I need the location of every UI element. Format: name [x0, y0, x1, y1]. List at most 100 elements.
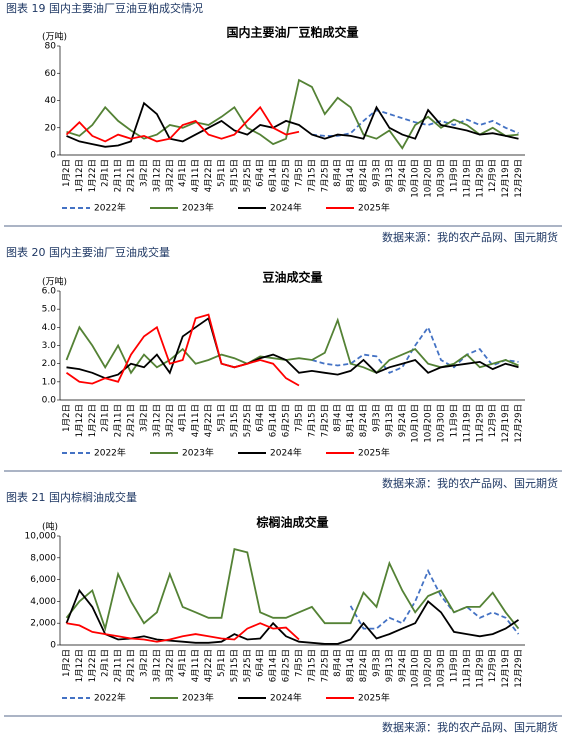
x-tick-label: 6月25日 [282, 649, 292, 682]
x-tick-label: 2月21日 [127, 404, 137, 437]
x-tick-label: 7月5日 [294, 649, 304, 677]
x-tick-label: 9月24日 [398, 159, 408, 192]
legend-label: 2023年 [182, 202, 214, 214]
x-tick-label: 10月30日 [437, 649, 447, 688]
x-tick-label: 10月30日 [437, 404, 447, 443]
x-tick-label: 11月29日 [475, 159, 485, 198]
x-tick-label: 9月24日 [398, 649, 408, 682]
x-tick-label: 8月24日 [359, 649, 369, 682]
series-line [65, 105, 300, 143]
y-tick-label: 60 [45, 69, 57, 79]
legend-label: 2022年 [94, 692, 126, 704]
x-tick-label: 8月4日 [333, 159, 343, 187]
x-tick-label: 3月12日 [152, 404, 162, 437]
x-tick-label: 11月19日 [462, 404, 472, 443]
y-tick-label: 3.0 [42, 341, 57, 351]
x-tick-label: 3月12日 [152, 159, 162, 192]
series-line [66, 78, 519, 150]
x-tick-label: 4月1日 [178, 649, 188, 677]
x-tick-label: 2月1日 [101, 649, 111, 677]
x-tick-label: 1月2日 [62, 159, 72, 187]
figure-heading: 图表 19 国内主要油厂豆油豆粕成交情况 [6, 1, 203, 15]
x-tick-label: 2月11日 [114, 404, 124, 437]
y-tick-label: 20 [45, 123, 57, 133]
x-tick-label: 11月19日 [462, 159, 472, 198]
x-tick-label: 10月20日 [424, 404, 434, 443]
x-tick-label: 6月4日 [256, 159, 266, 187]
chart-title: 国内主要油厂豆粕成交量 [226, 25, 358, 40]
y-tick-label: 1.0 [42, 377, 57, 387]
x-tick-label: 6月25日 [282, 404, 292, 437]
x-tick-label: 4月22日 [204, 649, 214, 682]
legend-label: 2025年 [358, 692, 390, 704]
x-tick-label: 6月14日 [269, 159, 279, 192]
x-tick-label: 7月25日 [320, 404, 330, 437]
legend-label: 2022年 [94, 447, 126, 459]
y-tick-label: 0 [50, 151, 56, 161]
x-tick-label: 10月30日 [437, 159, 447, 198]
series-line [65, 547, 520, 632]
x-tick-label: 10月10日 [411, 649, 421, 688]
legend-label: 2024年 [270, 692, 302, 704]
x-tick-label: 2月11日 [114, 649, 124, 682]
x-tick-label: 4月22日 [204, 404, 214, 437]
x-tick-label: 5月15日 [230, 159, 240, 192]
x-tick-label: 12月9日 [488, 404, 498, 437]
x-tick-label: 8月14日 [346, 404, 356, 437]
x-tick-label: 8月14日 [346, 159, 356, 192]
x-tick-label: 6月14日 [269, 649, 279, 682]
source-note: 数据来源：我的农产品网、国元期货 [382, 230, 558, 244]
y-tick-label: 2.0 [42, 359, 57, 369]
x-tick-label: 7月5日 [294, 404, 304, 432]
x-tick-label: 3月2日 [139, 159, 149, 187]
x-tick-label: 5月25日 [243, 404, 253, 437]
y-tick-label: 6,000 [30, 575, 56, 585]
legend-label: 2025年 [358, 202, 390, 214]
series-line [65, 588, 520, 645]
source-note: 数据来源：我的农产品网、国元期货 [382, 720, 558, 734]
x-tick-label: 1月2日 [62, 404, 72, 432]
series-line [66, 622, 300, 643]
x-tick-label: 12月29日 [514, 159, 524, 198]
x-tick-label: 5月15日 [230, 649, 240, 682]
x-tick-label: 2月1日 [101, 159, 111, 187]
y-axis-label: (吨) [42, 521, 58, 533]
x-tick-label: 2月21日 [127, 649, 137, 682]
y-tick-label: 6.0 [42, 287, 57, 297]
x-tick-label: 7月25日 [320, 159, 330, 192]
x-tick-label: 10月20日 [424, 159, 434, 198]
series-line [66, 101, 519, 148]
x-tick-label: 12月19日 [501, 159, 511, 198]
y-tick-label: 8,000 [30, 553, 56, 563]
legend-label: 2024年 [270, 447, 302, 459]
x-tick-label: 6月4日 [256, 649, 266, 677]
figure-heading: 图表 20 国内主要油厂豆油成交量 [6, 245, 170, 259]
x-tick-label: 11月29日 [475, 649, 485, 688]
series-line [65, 313, 300, 387]
x-tick-label: 8月24日 [359, 404, 369, 437]
x-tick-label: 5月25日 [243, 159, 253, 192]
x-tick-label: 11月9日 [449, 649, 459, 682]
x-tick-label: 12月29日 [514, 649, 524, 688]
x-tick-label: 12月9日 [488, 649, 498, 682]
y-axis-label: (万吨) [42, 276, 67, 288]
x-tick-label: 7月15日 [307, 649, 317, 682]
x-tick-label: 5月25日 [243, 649, 253, 682]
figure-heading: 图表 21 国内棕榈油成交量 [6, 490, 137, 504]
y-tick-label: 0.0 [42, 396, 57, 406]
x-tick-label: 12月9日 [488, 159, 498, 192]
series-line [349, 568, 520, 635]
source-note: 数据来源：我的农产品网、国元期货 [382, 476, 558, 490]
x-tick-label: 2月1日 [101, 404, 111, 432]
legend-label: 2023年 [182, 692, 214, 704]
x-tick-label: 9月3日 [372, 159, 382, 187]
x-tick-label: 11月29日 [475, 404, 485, 443]
x-tick-label: 7月5日 [294, 159, 304, 187]
x-tick-label: 2月21日 [127, 159, 137, 192]
x-tick-label: 5月1日 [217, 404, 227, 432]
legend-label: 2025年 [358, 447, 390, 459]
x-tick-label: 5月1日 [217, 649, 227, 677]
x-tick-label: 12月19日 [501, 404, 511, 443]
x-tick-label: 4月1日 [178, 404, 188, 432]
